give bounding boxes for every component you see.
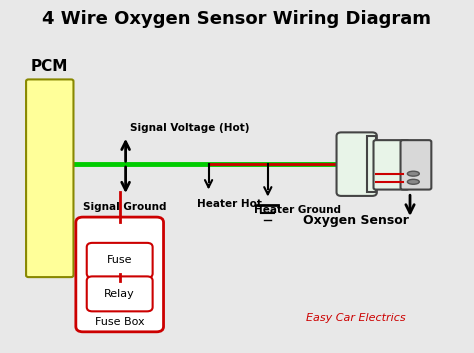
Ellipse shape: [407, 171, 419, 176]
Text: Fuse Box: Fuse Box: [95, 317, 145, 327]
FancyBboxPatch shape: [26, 79, 73, 277]
Text: Heater Ground: Heater Ground: [254, 204, 341, 215]
Text: Relay: Relay: [104, 289, 135, 299]
Text: Heater Hot: Heater Hot: [197, 198, 262, 209]
FancyBboxPatch shape: [87, 243, 153, 278]
Text: Fuse: Fuse: [107, 255, 132, 265]
FancyBboxPatch shape: [87, 276, 153, 311]
Ellipse shape: [407, 179, 419, 184]
FancyBboxPatch shape: [76, 217, 164, 332]
FancyBboxPatch shape: [337, 132, 377, 196]
FancyBboxPatch shape: [374, 140, 409, 190]
Text: Signal Ground: Signal Ground: [83, 202, 166, 212]
Text: 4 Wire Oxygen Sensor Wiring Diagram: 4 Wire Oxygen Sensor Wiring Diagram: [43, 11, 431, 28]
Text: Oxygen Sensor: Oxygen Sensor: [302, 214, 409, 227]
Text: Easy Car Electrics: Easy Car Electrics: [306, 313, 405, 323]
Bar: [367, 136, 376, 192]
Text: Signal Voltage (Hot): Signal Voltage (Hot): [130, 122, 250, 133]
Text: PCM: PCM: [31, 59, 68, 73]
FancyBboxPatch shape: [401, 140, 431, 190]
